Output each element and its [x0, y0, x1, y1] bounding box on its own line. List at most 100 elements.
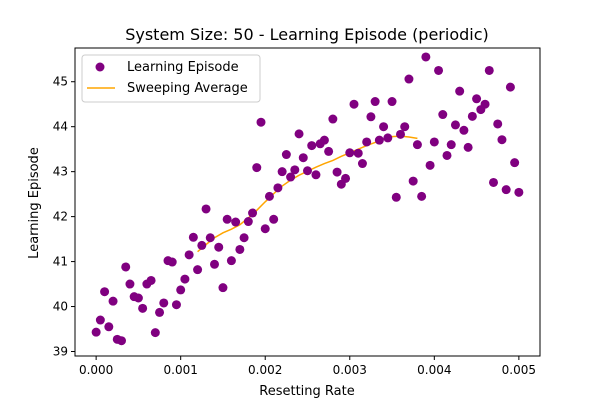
data-point [205, 233, 215, 243]
data-point [214, 242, 224, 252]
data-point [222, 214, 232, 224]
x-tick-label: 0.000 [79, 363, 113, 377]
data-point [349, 99, 359, 109]
data-point [298, 153, 308, 163]
data-point [193, 265, 203, 275]
data-point [188, 232, 198, 242]
data-point [252, 163, 262, 173]
data-point [489, 177, 498, 187]
y-tick-label: 45 [53, 75, 68, 89]
data-point [121, 262, 131, 272]
data-point [387, 97, 397, 107]
data-point [138, 303, 148, 313]
data-point [91, 327, 101, 337]
data-point [353, 148, 363, 158]
data-point [514, 187, 524, 197]
data-point [108, 296, 118, 306]
data-point [226, 256, 236, 266]
y-tick-label: 42 [53, 210, 68, 224]
data-point [396, 129, 405, 139]
data-point [307, 141, 317, 151]
data-point [210, 259, 219, 269]
data-point [286, 172, 296, 182]
y-tick-label: 44 [53, 120, 68, 134]
data-point [311, 170, 321, 180]
x-tick-label: 0.002 [248, 363, 282, 377]
data-point [438, 110, 448, 120]
x-tick-label: 0.003 [333, 363, 367, 377]
chart-title: System Size: 50 - Learning Episode (peri… [125, 25, 489, 44]
data-point [434, 65, 444, 75]
data-point [150, 328, 160, 338]
legend-label-learning-episode: Learning Episode [127, 60, 239, 75]
data-point [408, 176, 418, 186]
data-point [155, 307, 165, 317]
axis-ticks: 0.000 0.001 0.002 0.003 0.004 0.005 39 40 41 42 43… [53, 75, 536, 377]
y-tick-label: 41 [53, 255, 68, 269]
data-point [256, 117, 266, 127]
data-point [231, 217, 241, 227]
data-point [125, 279, 135, 289]
plot-frame [74, 47, 541, 357]
y-tick-label: 43 [53, 165, 68, 179]
data-point [239, 233, 249, 243]
data-point [383, 133, 393, 143]
data-point [243, 217, 253, 227]
data-point [404, 74, 414, 84]
data-point [510, 158, 520, 168]
data-point [480, 99, 490, 109]
data-point [167, 257, 177, 267]
data-point [417, 191, 427, 201]
data-point [197, 240, 207, 250]
data-point [366, 112, 376, 122]
legend: Learning Episode Sweeping Average [81, 54, 261, 103]
data-point [264, 191, 274, 201]
data-point [104, 322, 114, 332]
data-point [341, 173, 351, 183]
data-point [497, 135, 507, 145]
data-point [95, 315, 105, 325]
data-point [467, 111, 477, 121]
data-point [412, 140, 422, 150]
legend-label-sweeping-average: Sweeping Average [127, 81, 248, 96]
x-tick-label: 0.004 [417, 363, 451, 377]
data-point [100, 287, 110, 297]
data-point [370, 97, 380, 107]
data-point [133, 293, 143, 303]
data-point [442, 150, 452, 160]
data-point [345, 148, 355, 158]
data-point [159, 298, 169, 308]
scatter-series-layer [91, 52, 524, 346]
data-point [446, 140, 456, 150]
data-point [425, 160, 435, 170]
data-point [463, 142, 473, 152]
data-point [248, 208, 258, 218]
y-tick-label: 39 [53, 345, 68, 359]
data-point [171, 300, 181, 310]
x-tick-label: 0.005 [502, 363, 536, 377]
data-point [429, 137, 439, 147]
data-point [294, 129, 304, 139]
data-point [421, 52, 431, 62]
data-point [459, 125, 469, 135]
data-point [117, 336, 126, 346]
data-point [505, 82, 515, 92]
data-point [484, 65, 494, 75]
data-point [324, 146, 334, 156]
data-point [303, 166, 312, 176]
data-point [260, 224, 270, 234]
data-point [319, 135, 329, 145]
data-point [180, 274, 190, 284]
data-point [201, 204, 211, 214]
data-point [450, 120, 460, 130]
data-point [332, 167, 342, 177]
x-axis-label: Resetting Rate [259, 384, 354, 399]
data-point [391, 192, 401, 202]
data-point [146, 275, 156, 285]
data-point [328, 114, 338, 124]
data-point [455, 86, 465, 96]
data-point [218, 283, 228, 293]
data-point [281, 150, 291, 160]
data-point [184, 250, 194, 260]
y-axis-label: Learning Episode [27, 147, 42, 259]
